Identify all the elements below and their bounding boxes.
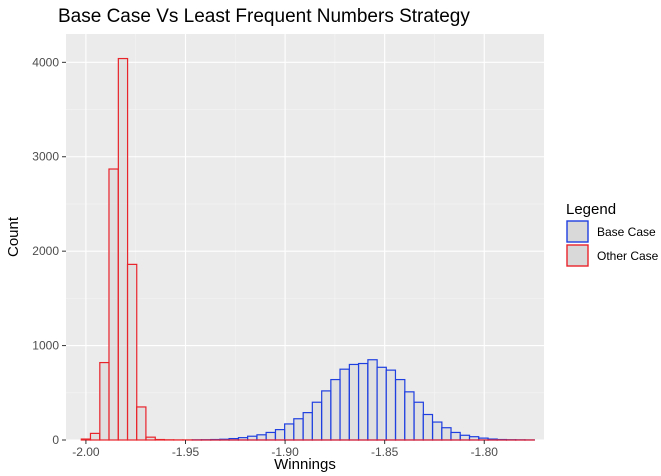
histogram-bar bbox=[450, 431, 461, 441]
legend-label-base-case: Base Case bbox=[597, 225, 656, 239]
x-tick-label: -2.00 bbox=[72, 445, 100, 459]
histogram-bar bbox=[413, 401, 424, 441]
histogram-bar bbox=[422, 413, 434, 441]
x-tick-label: -1.90 bbox=[271, 445, 299, 459]
histogram-bar bbox=[311, 401, 323, 441]
histogram-bar bbox=[136, 406, 147, 441]
x-tick-label: -1.95 bbox=[172, 445, 200, 459]
x-tick-label: -1.80 bbox=[471, 445, 499, 459]
y-tick-label: 0 bbox=[52, 433, 59, 447]
chart-title: Base Case Vs Least Frequent Numbers Stra… bbox=[58, 6, 470, 27]
histogram-bar bbox=[385, 369, 397, 441]
histogram-bar bbox=[108, 168, 119, 441]
histogram-bar bbox=[404, 391, 415, 441]
histogram-bar bbox=[80, 438, 92, 441]
series-other-case bbox=[80, 57, 535, 441]
plot-panel bbox=[66, 34, 544, 440]
histogram-bar bbox=[432, 421, 443, 441]
histogram-bar bbox=[89, 432, 101, 441]
histogram-bar bbox=[367, 359, 378, 441]
y-tick-label: 2000 bbox=[32, 244, 59, 258]
histogram-bar bbox=[293, 418, 304, 441]
histogram-bar bbox=[330, 378, 341, 441]
legend-key-base-case bbox=[566, 220, 589, 243]
histogram-bar bbox=[357, 362, 369, 441]
histogram-bar bbox=[376, 366, 387, 441]
histogram-bar bbox=[117, 57, 129, 441]
legend-label-other-case: Other Case bbox=[597, 249, 659, 263]
histogram-bar bbox=[321, 390, 332, 441]
y-tick-label: 4000 bbox=[32, 55, 59, 69]
histogram-bar bbox=[339, 368, 350, 441]
axis-ticks: -2.00 -1.95 -1.90 -1.85 -1.80 0 1000 2000 3000 40… bbox=[32, 55, 498, 459]
histogram-bar bbox=[394, 378, 406, 441]
histogram-bars bbox=[80, 57, 535, 441]
histogram-bar bbox=[274, 429, 286, 441]
legend-title: Legend bbox=[566, 201, 616, 218]
histogram-bar bbox=[459, 434, 471, 441]
histogram-bar bbox=[348, 363, 360, 441]
histogram-bar bbox=[302, 412, 314, 441]
x-axis-title: Winnings bbox=[274, 456, 336, 473]
histogram-bar bbox=[441, 427, 452, 441]
legend-key-other-case bbox=[566, 244, 589, 267]
x-tick-label: -1.85 bbox=[371, 445, 399, 459]
histogram-bar bbox=[99, 361, 110, 441]
histogram-bar bbox=[126, 263, 138, 441]
y-axis-title: Count bbox=[5, 216, 22, 257]
y-tick-label: 3000 bbox=[32, 150, 59, 164]
histogram-bar bbox=[145, 436, 156, 441]
histogram-bar bbox=[256, 434, 267, 441]
histogram-bar bbox=[284, 423, 295, 441]
histogram-bar bbox=[265, 431, 276, 441]
legend: Legend Base Case Other Case bbox=[566, 201, 659, 267]
y-tick-label: 1000 bbox=[32, 339, 59, 353]
